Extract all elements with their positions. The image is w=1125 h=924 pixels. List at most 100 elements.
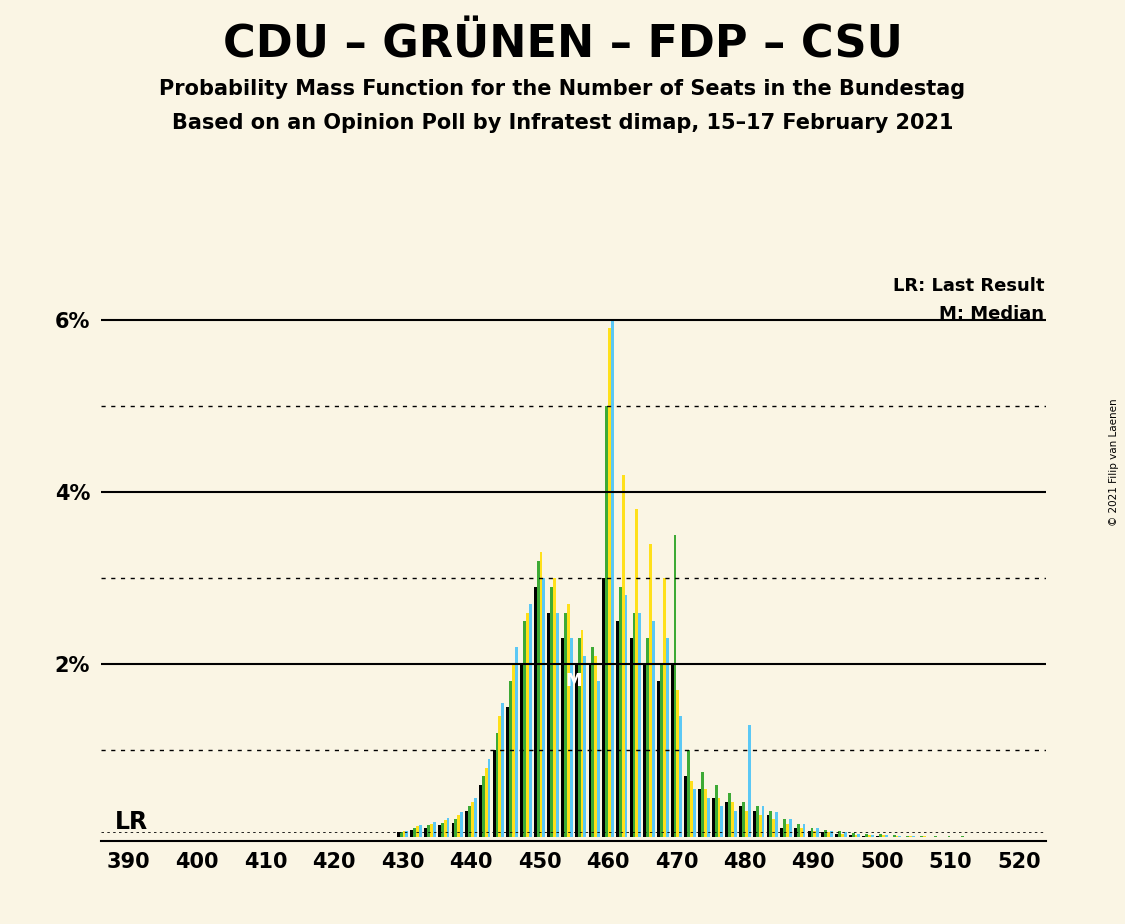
- Bar: [428, 825, 430, 836]
- Bar: [515, 647, 518, 836]
- Bar: [529, 604, 532, 836]
- Bar: [657, 682, 660, 836]
- Bar: [561, 638, 564, 836]
- Bar: [762, 807, 764, 836]
- Bar: [838, 832, 840, 836]
- Bar: [879, 834, 882, 836]
- Bar: [430, 823, 433, 836]
- Bar: [636, 509, 638, 836]
- Bar: [893, 834, 896, 836]
- Bar: [735, 810, 737, 836]
- Bar: [693, 789, 696, 836]
- Bar: [663, 578, 666, 836]
- Bar: [684, 776, 687, 836]
- Text: © 2021 Filip van Laenen: © 2021 Filip van Laenen: [1109, 398, 1119, 526]
- Bar: [871, 834, 874, 836]
- Bar: [611, 320, 614, 836]
- Bar: [649, 543, 652, 836]
- Bar: [520, 664, 523, 836]
- Bar: [525, 613, 529, 836]
- Bar: [458, 815, 460, 836]
- Bar: [770, 810, 773, 836]
- Bar: [619, 587, 622, 836]
- Bar: [466, 810, 468, 836]
- Bar: [550, 587, 554, 836]
- Text: LR: Last Result: LR: Last Result: [893, 276, 1044, 295]
- Bar: [451, 822, 454, 836]
- Bar: [680, 716, 682, 836]
- Bar: [720, 807, 723, 836]
- Bar: [827, 833, 830, 836]
- Bar: [512, 664, 515, 836]
- Bar: [540, 553, 542, 836]
- Bar: [542, 578, 546, 836]
- Bar: [766, 815, 770, 836]
- Bar: [564, 613, 567, 836]
- Bar: [706, 797, 710, 836]
- Bar: [852, 833, 855, 836]
- Bar: [510, 682, 512, 836]
- Bar: [739, 807, 742, 836]
- Bar: [630, 638, 632, 836]
- Bar: [397, 833, 399, 836]
- Bar: [687, 750, 690, 836]
- Bar: [718, 797, 720, 836]
- Bar: [825, 830, 827, 836]
- Bar: [660, 664, 663, 836]
- Bar: [756, 807, 758, 836]
- Bar: [567, 604, 569, 836]
- Bar: [413, 828, 416, 836]
- Bar: [794, 828, 796, 836]
- Bar: [424, 828, 428, 836]
- Bar: [835, 834, 838, 836]
- Bar: [592, 647, 594, 836]
- Bar: [712, 797, 714, 836]
- Bar: [644, 664, 646, 836]
- Bar: [433, 821, 435, 836]
- Bar: [495, 733, 498, 836]
- Bar: [728, 794, 731, 836]
- Bar: [471, 802, 474, 836]
- Bar: [479, 784, 482, 836]
- Bar: [840, 834, 844, 836]
- Bar: [506, 707, 510, 836]
- Bar: [848, 834, 852, 836]
- Bar: [584, 656, 586, 836]
- Bar: [605, 406, 608, 836]
- Bar: [575, 664, 578, 836]
- Bar: [537, 561, 540, 836]
- Bar: [455, 820, 458, 836]
- Bar: [745, 810, 748, 836]
- Bar: [796, 823, 800, 836]
- Bar: [608, 328, 611, 836]
- Bar: [666, 638, 668, 836]
- Bar: [670, 664, 674, 836]
- Bar: [830, 831, 832, 836]
- Bar: [438, 825, 441, 836]
- Bar: [632, 613, 636, 836]
- Bar: [502, 703, 504, 836]
- Bar: [443, 821, 447, 836]
- Bar: [704, 789, 706, 836]
- Bar: [699, 789, 701, 836]
- Bar: [676, 690, 680, 836]
- Bar: [548, 613, 550, 836]
- Bar: [758, 815, 762, 836]
- Text: Probability Mass Function for the Number of Seats in the Bundestag: Probability Mass Function for the Number…: [160, 79, 965, 99]
- Bar: [808, 831, 810, 836]
- Bar: [554, 578, 556, 836]
- Bar: [817, 828, 819, 836]
- Bar: [624, 595, 628, 836]
- Bar: [701, 772, 704, 836]
- Bar: [844, 833, 847, 836]
- Bar: [569, 638, 573, 836]
- Bar: [416, 826, 420, 836]
- Bar: [403, 832, 405, 836]
- Bar: [523, 621, 525, 836]
- Bar: [411, 830, 413, 836]
- Bar: [786, 823, 789, 836]
- Bar: [882, 834, 884, 836]
- Text: Based on an Opinion Poll by Infratest dimap, 15–17 February 2021: Based on an Opinion Poll by Infratest di…: [172, 113, 953, 133]
- Bar: [533, 587, 537, 836]
- Bar: [857, 834, 861, 836]
